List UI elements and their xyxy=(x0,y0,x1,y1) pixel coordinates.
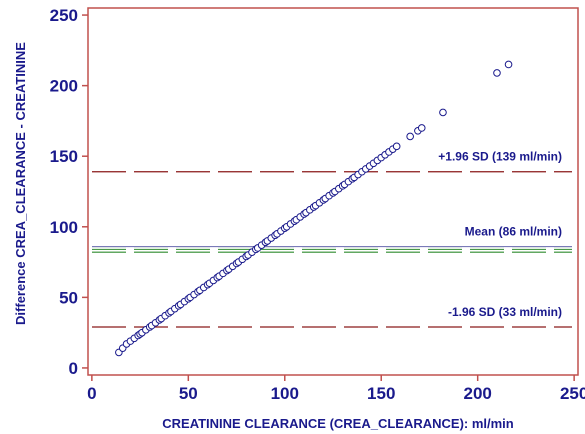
y-tick-label: 250 xyxy=(50,6,78,25)
y-tick-label: 50 xyxy=(59,288,78,307)
data-point xyxy=(493,69,501,77)
x-tick-label: 200 xyxy=(463,384,491,403)
x-tick-label: 250 xyxy=(560,384,585,403)
sd-limit-label: -1.96 SD (33 ml/min) xyxy=(448,305,562,319)
x-axis-title: CREATININE CLEARANCE (CREA_CLEARANCE): m… xyxy=(162,416,514,431)
axis-ticks: 0 50 100 150 200 250 0 50 100 150 200 250 xyxy=(50,6,585,403)
x-tick-label: 100 xyxy=(271,384,299,403)
reference-labels: +1.96 SD (139 ml/min) Mean (86 ml/min) -1.… xyxy=(438,150,562,319)
data-point xyxy=(504,60,513,69)
data-point xyxy=(439,108,447,117)
x-tick-label: 50 xyxy=(179,384,198,403)
plot-frame xyxy=(87,7,579,376)
data-point xyxy=(417,124,426,132)
reference-lines xyxy=(92,171,572,328)
data-point xyxy=(392,142,401,151)
y-tick-label: 200 xyxy=(50,77,78,96)
x-tick-label: 0 xyxy=(87,384,96,403)
data-points xyxy=(115,60,513,357)
y-tick-label: 150 xyxy=(50,147,78,166)
data-point xyxy=(406,132,414,141)
x-tick-label: 150 xyxy=(367,384,395,403)
y-tick-label: 0 xyxy=(69,359,78,378)
mean-label: Mean (86 ml/min) xyxy=(465,225,562,239)
y-tick-label: 100 xyxy=(50,218,78,237)
sd-limit-label: +1.96 SD (139 ml/min) xyxy=(438,150,562,164)
y-axis-title: Difference CREA_CLEARANCE - CREATININE xyxy=(13,42,28,325)
